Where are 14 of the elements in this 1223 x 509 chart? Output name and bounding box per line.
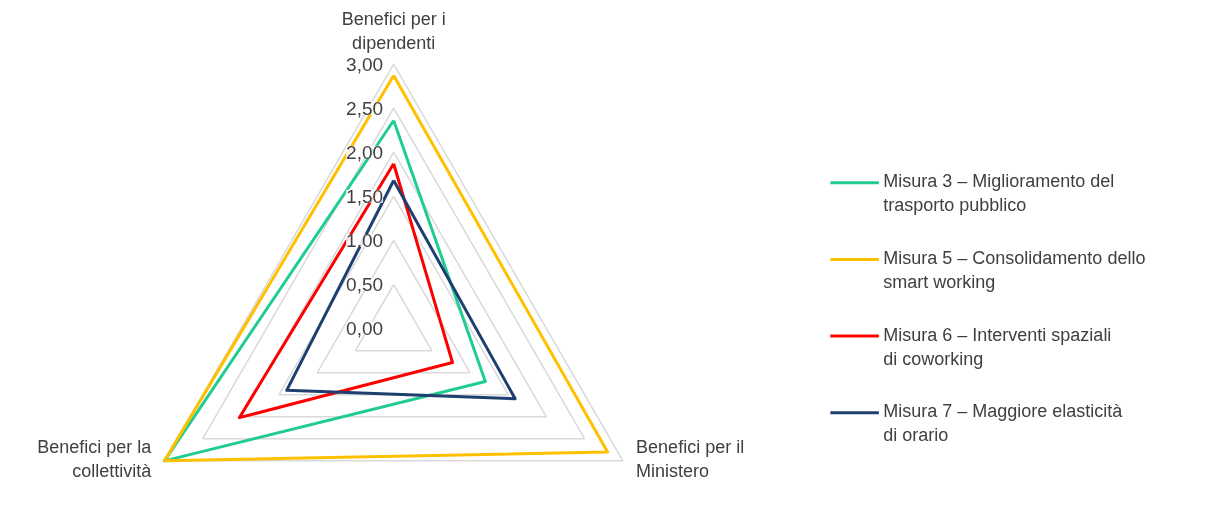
- y-tick-label: 0,50: [346, 274, 384, 296]
- legend-label: Misura 5 – Consolidamento dello smart working: [883, 247, 1146, 292]
- y-tick-label: 2,00: [346, 141, 384, 163]
- spoke-label: Benefici per la collettività: [37, 437, 153, 482]
- legend-label: Misura 6 – Interventi spaziali di coworking: [883, 324, 1112, 369]
- y-tick-label: 1,00: [346, 229, 384, 251]
- y-tick-label: 3,00: [346, 53, 384, 75]
- spoke-label: Benefici per il Ministero: [636, 437, 745, 482]
- y-tick-label: 0,00: [346, 318, 384, 340]
- y-tick-label: 2,50: [346, 97, 384, 119]
- y-tick-label: 1,50: [346, 185, 384, 207]
- legend-label: Misura 3 – Miglioramento del trasporto pubblico: [883, 171, 1115, 216]
- spoke-label: Benefici per i dipendenti: [341, 9, 446, 54]
- legend-label: Misura 7 – Maggiore elasticità di orario: [883, 401, 1124, 446]
